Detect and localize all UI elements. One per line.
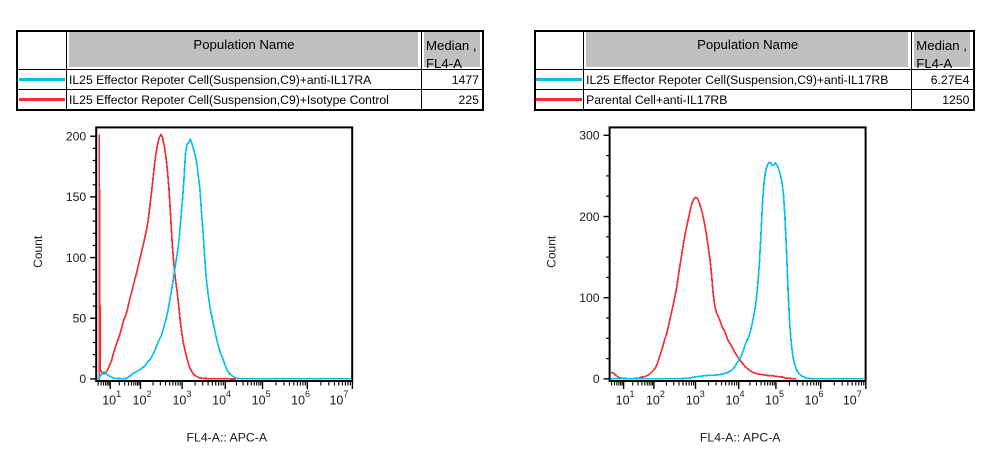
svg-text:Count: Count [31,235,45,268]
svg-text:104: 104 [726,389,745,408]
svg-text:106: 106 [805,389,824,408]
svg-text:0: 0 [593,372,600,386]
svg-text:106: 106 [291,389,310,408]
svg-text:103: 103 [172,389,191,408]
svg-text:107: 107 [329,389,348,408]
svg-text:50: 50 [73,312,87,326]
svg-text:103: 103 [686,389,705,408]
svg-text:100: 100 [66,251,87,265]
svg-text:105: 105 [252,389,271,408]
svg-text:FL4-A:: APC-A: FL4-A:: APC-A [700,431,781,445]
svg-text:105: 105 [765,389,784,408]
svg-text:101: 101 [102,389,121,408]
svg-text:104: 104 [212,389,231,408]
svg-text:102: 102 [133,389,152,408]
svg-text:102: 102 [646,389,665,408]
svg-text:100: 100 [579,291,600,305]
svg-text:300: 300 [579,129,600,143]
svg-text:200: 200 [579,210,600,224]
svg-text:FL4-A:: APC-A: FL4-A:: APC-A [186,431,267,445]
svg-text:0: 0 [79,372,86,386]
svg-text:Count: Count [545,235,559,268]
svg-text:200: 200 [66,130,87,144]
svg-text:107: 107 [843,389,862,408]
svg-text:150: 150 [66,190,87,204]
svg-text:101: 101 [616,389,635,408]
